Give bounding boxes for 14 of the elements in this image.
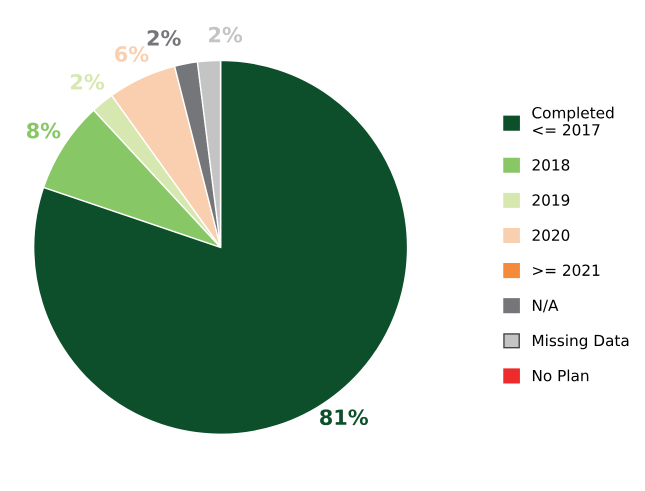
data-label: 6%	[115, 46, 149, 62]
data-label: 2%	[209, 26, 242, 43]
data-label: 8%	[26, 122, 60, 138]
data-label: 81%	[320, 409, 368, 426]
legend-label: Missing Data	[532, 334, 628, 350]
data-label: 2%	[71, 74, 104, 90]
legend-label: Completed <= 2017	[532, 106, 614, 136]
legend-label: 2018	[532, 159, 570, 171]
legend-label: No Plan	[532, 370, 588, 382]
legend-label: >= 2021	[533, 264, 600, 276]
legend-label: 2019	[532, 194, 570, 206]
legend-label: N/A	[532, 300, 558, 312]
legend-label: 2020	[532, 229, 570, 241]
data-label: 2%	[148, 30, 181, 46]
